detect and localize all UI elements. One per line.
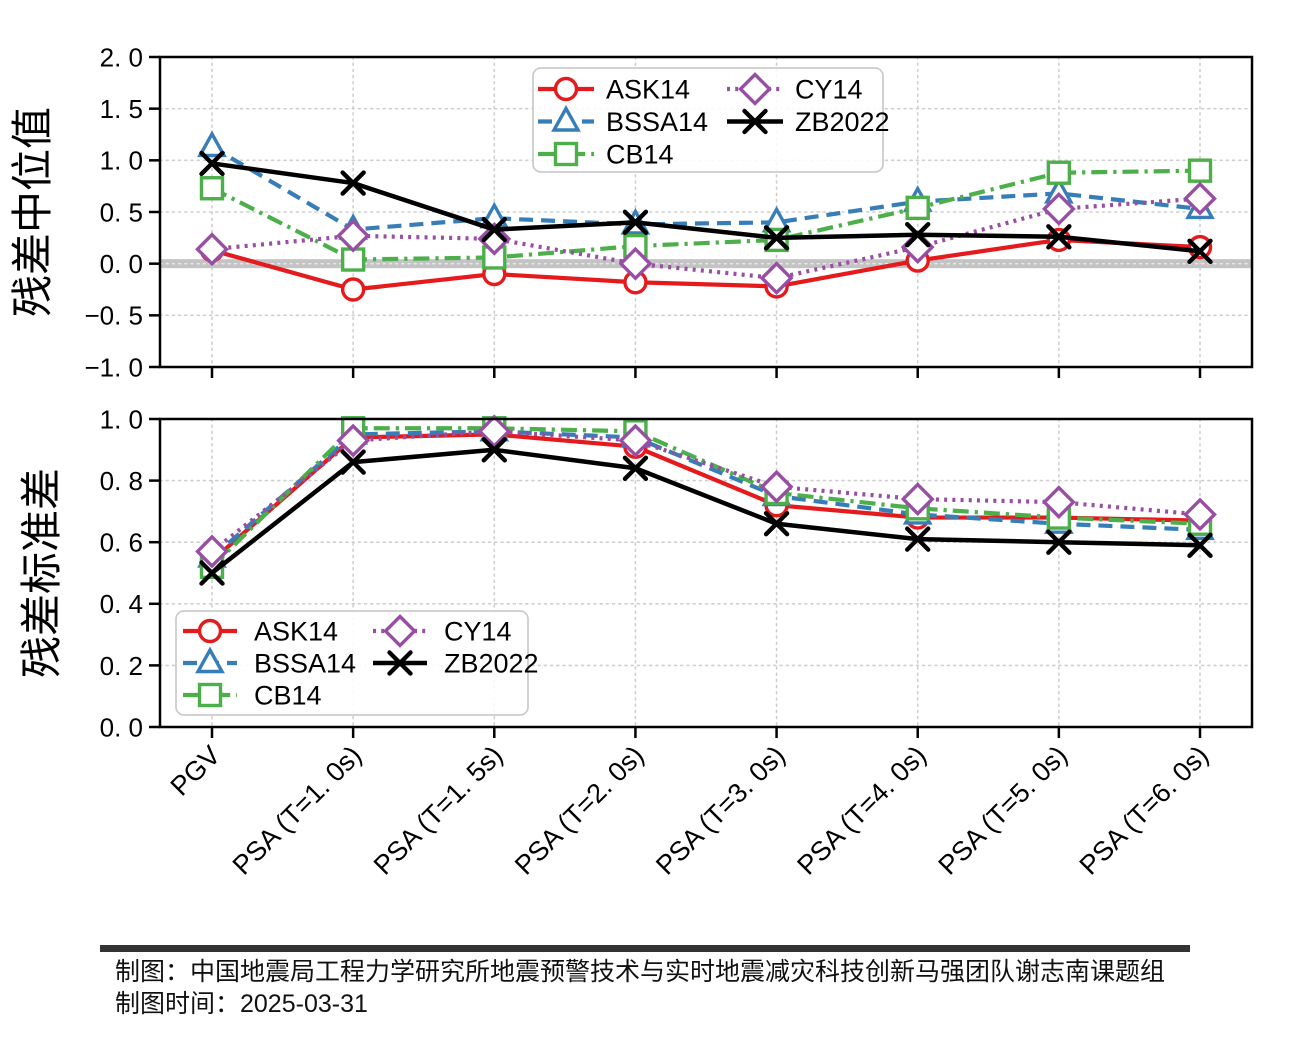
- x-tick-label: PSA (T=5. 0s): [933, 740, 1074, 881]
- legend-label: CB14: [606, 140, 674, 170]
- y-tick-label: 0. 5: [100, 197, 143, 227]
- x-tick-label: PSA (T=1. 0s): [227, 740, 368, 881]
- series-markers-CY14: [195, 414, 1217, 569]
- series-CY14: [195, 414, 1217, 569]
- legend-item-CB14: CB14: [538, 140, 674, 170]
- series-ZB2022: [199, 437, 1213, 586]
- y-tick-label: 2. 0: [100, 42, 143, 72]
- series-markers-ZB2022: [199, 150, 1213, 264]
- legend-item-ZB2022: ZB2022: [373, 649, 539, 679]
- legend-label: BSSA14: [606, 107, 708, 137]
- legend-label: CY14: [795, 75, 863, 105]
- legend-label: ASK14: [606, 75, 690, 105]
- x-tick-label: PSA (T=1. 5s): [368, 740, 509, 881]
- legend-label: ASK14: [254, 617, 338, 647]
- series-ZB2022: [199, 150, 1213, 264]
- legend-item-ZB2022: ZB2022: [727, 107, 890, 137]
- y-tick-label: 0. 6: [100, 528, 143, 558]
- legend-item-CY14: CY14: [727, 72, 863, 106]
- legend-item-CY14: CY14: [373, 614, 512, 648]
- y-tick-label: 1. 0: [100, 404, 143, 434]
- footer-credit-text: 制图：中国地震局工程力学研究所地震预警技术与实时地震减灾科技创新马强团队谢志南课…: [115, 958, 1166, 986]
- y-tick-label: 0. 4: [100, 589, 143, 619]
- x-tick-label: PSA (T=2. 0s): [509, 740, 650, 881]
- series-line-CB14: [211, 168, 1201, 262]
- legend-item-BSSA14: BSSA14: [183, 646, 356, 679]
- series-line-CY14: [210, 429, 1201, 554]
- y-tick-label: 1. 5: [100, 94, 143, 124]
- legend-label: ZB2022: [444, 649, 539, 679]
- legend-item-BSSA14: BSSA14: [538, 105, 708, 137]
- y-tick-label: −1. 0: [84, 352, 143, 382]
- legend-frame: [175, 610, 529, 716]
- legend-label: CY14: [444, 617, 512, 647]
- legend-item-CB14: CB14: [183, 681, 322, 711]
- y-axis-label-stddev-residual: 残差标准差: [18, 468, 65, 678]
- series-line-BSSA14: [210, 429, 1201, 560]
- series-line-CY14: [211, 196, 1201, 281]
- x-tick-label: PSA (T=4. 0s): [791, 740, 932, 881]
- y-tick-label: 0. 8: [100, 466, 143, 496]
- legend-label: ZB2022: [795, 107, 890, 137]
- series-line-ASK14: [211, 237, 1201, 292]
- x-tick-label: PGV: [165, 740, 227, 802]
- legend-item-ASK14: ASK14: [538, 75, 690, 105]
- series-markers-ZB2022: [199, 437, 1213, 586]
- axes-frame: [158, 417, 1254, 729]
- series-line-ASK14: [210, 432, 1201, 563]
- series-line-ZB2022: [210, 447, 1201, 575]
- stddev-residual-panel: 1. 0 0. 8 0. 6 0. 4 0. 2 0. 0 PGV PSA (T=1. 0s)…: [18, 404, 1254, 881]
- legend-label: CB14: [254, 681, 322, 711]
- legend-label: BSSA14: [254, 649, 356, 679]
- series-line-ZB2022: [211, 161, 1201, 254]
- y-tick-label: 1. 0: [100, 146, 143, 176]
- axis-ticks: [149, 417, 1202, 738]
- series-line-CB14: [210, 426, 1201, 569]
- y-axis-label-median-residual: 残差中位值: [9, 107, 56, 317]
- median-residual-panel: 2. 0 1. 5 1. 0 0. 5 0. 0 −0. 5 −1. 0 残差中位值 ASK14…: [9, 42, 1254, 382]
- y-tick-label: −0. 5: [84, 301, 143, 331]
- x-tick-label: PSA (T=6. 0s): [1074, 740, 1215, 881]
- axis-ticks: [149, 55, 1202, 378]
- series-line-BSSA14: [210, 145, 1201, 232]
- y-tick-label: 0. 2: [100, 651, 143, 681]
- y-tick-label: 0. 0: [100, 712, 143, 742]
- legend-item-ASK14: ASK14: [183, 617, 338, 647]
- y-tick-label: 0. 0: [100, 249, 143, 279]
- footer-divider-bar: [100, 945, 1190, 952]
- x-tick-label: PSA (T=3. 0s): [650, 740, 791, 881]
- footer-date-text: 制图时间：2025-03-31: [115, 990, 368, 1018]
- legend-frame: [532, 67, 884, 173]
